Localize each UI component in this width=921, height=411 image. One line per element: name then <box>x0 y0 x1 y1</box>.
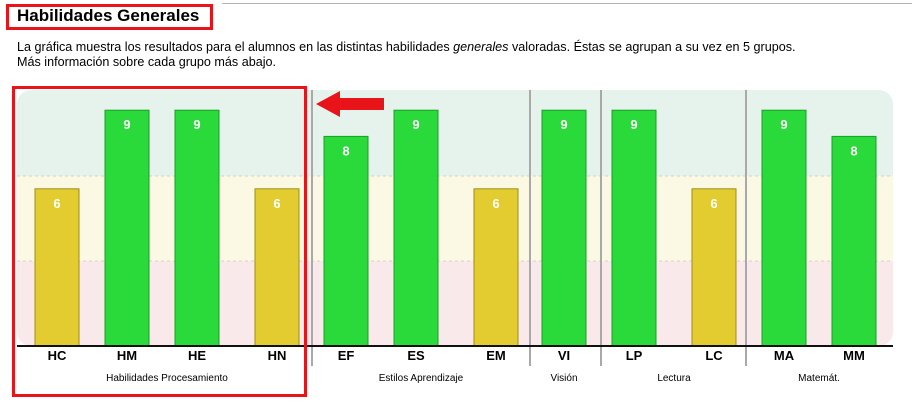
bar-mm <box>831 135 877 347</box>
x-tick-label: VI <box>558 348 570 363</box>
group-dividers <box>311 90 747 366</box>
group-label: Lectura <box>657 373 691 384</box>
left-arrow-icon <box>316 91 384 117</box>
bar-value-label: 9 <box>630 117 637 132</box>
bar-value-label: 6 <box>53 196 60 211</box>
x-tick-label: HE <box>188 348 206 363</box>
top-divider <box>222 3 912 4</box>
x-tick-labels: HC HM HE HN EF ES EM VI LP LC MA MM <box>48 348 865 363</box>
bar-value-label: 8 <box>850 143 857 158</box>
description-line-1: La gráfica muestra los resultados para e… <box>17 40 912 55</box>
bar-he <box>174 109 220 347</box>
group-label: Matemát. <box>798 373 840 384</box>
x-tick-label: LC <box>705 348 723 363</box>
chart-description: La gráfica muestra los resultados para e… <box>17 40 912 70</box>
chart-bars: 6 9 9 6 8 9 6 9 9 6 9 8 <box>34 109 877 347</box>
page-title: Habilidades Generales <box>17 6 200 25</box>
description-text-after: valoradas. Éstas se agrupan a su vez en … <box>508 40 796 54</box>
group-label: Habilidades Procesamiento <box>106 373 228 384</box>
bar-ma <box>761 109 807 347</box>
group-label: Visión <box>550 373 577 384</box>
description-line-2: Más información sobre cada grupo más aba… <box>17 55 277 69</box>
bar-em <box>473 188 519 347</box>
bar-es <box>393 109 439 347</box>
x-tick-label: MM <box>843 348 865 363</box>
bar-lp <box>611 109 657 347</box>
bar-value-label: 8 <box>342 143 349 158</box>
bar-value-label: 9 <box>780 117 787 132</box>
group-labels: Habilidades Procesamiento Estilos Aprendi… <box>106 373 840 384</box>
x-tick-label: HN <box>268 348 287 363</box>
bar-lc <box>691 188 737 347</box>
x-tick-label: HM <box>117 348 137 363</box>
bar-hc <box>34 188 80 347</box>
x-tick-label: LP <box>626 348 643 363</box>
x-tick-label: EM <box>486 348 506 363</box>
bar-value-label: 6 <box>492 196 499 211</box>
x-tick-label: EF <box>338 348 355 363</box>
bar-value-label: 9 <box>412 117 419 132</box>
bar-value-label: 9 <box>193 117 200 132</box>
arrow-shape <box>316 91 384 117</box>
bar-value-label: 6 <box>710 196 717 211</box>
description-italic-word: generales <box>453 40 509 54</box>
bar-hn <box>254 188 300 347</box>
x-tick-label: MA <box>774 348 795 363</box>
bar-value-label: 6 <box>273 196 280 211</box>
title-highlight-box <box>6 4 213 30</box>
bar-hm <box>104 109 150 347</box>
group-label: Estilos Aprendizaje <box>379 373 464 384</box>
x-tick-label: ES <box>407 348 425 363</box>
description-text-before: La gráfica muestra los resultados para e… <box>17 40 454 54</box>
bar-vi <box>541 109 587 347</box>
bar-value-label: 9 <box>560 117 567 132</box>
bar-ef <box>323 135 369 347</box>
x-tick-label: HC <box>48 348 67 363</box>
bar-value-label: 9 <box>123 117 130 132</box>
